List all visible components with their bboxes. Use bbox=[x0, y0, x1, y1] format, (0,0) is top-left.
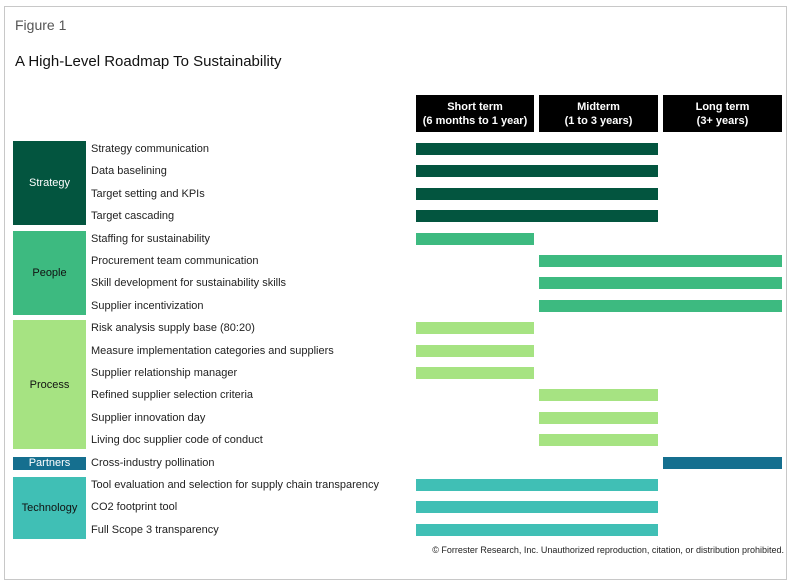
timeline-bar bbox=[539, 255, 782, 267]
category-technology: Technology bbox=[13, 477, 86, 539]
row-label: Refined supplier selection criteria bbox=[91, 389, 254, 402]
row-label: Cross-industry pollination bbox=[91, 456, 215, 469]
row-label: Procurement team communication bbox=[91, 255, 259, 267]
column-title: Midterm bbox=[577, 100, 620, 113]
row-label: Target setting and KPIs bbox=[91, 187, 205, 200]
timeline-bar bbox=[539, 299, 782, 312]
row-label: Full Scope 3 transparency bbox=[91, 523, 219, 536]
timeline-bar bbox=[416, 143, 658, 155]
column-header: Long term (3+ years) bbox=[663, 95, 782, 132]
row-label: Risk analysis supply base (80:20) bbox=[91, 322, 255, 335]
timeline-bar bbox=[416, 232, 534, 245]
row-label: Skill development for sustainability ski… bbox=[91, 277, 287, 290]
timeline-bar bbox=[416, 479, 658, 491]
row-label: Supplier relationship manager bbox=[91, 367, 238, 379]
timeline-bar bbox=[539, 434, 658, 447]
row-label: Supplier innovation day bbox=[91, 411, 206, 424]
row-label: Tool evaluation and selection for supply… bbox=[91, 479, 380, 491]
figure-title: A High-Level Roadmap To Sustainability bbox=[15, 53, 282, 70]
category-partners: Partners bbox=[13, 456, 86, 470]
timeline-bar bbox=[416, 367, 534, 379]
timeline-bar bbox=[416, 344, 534, 357]
row-label: Supplier incentivization bbox=[91, 299, 204, 312]
column-header: Short term (6 months to 1 year) bbox=[416, 95, 534, 132]
column-subtitle: (3+ years) bbox=[696, 114, 749, 127]
category-process: Process bbox=[13, 320, 86, 450]
row-label: Staffing for sustainability bbox=[91, 232, 211, 245]
figure-frame bbox=[4, 6, 787, 580]
column-header: Midterm (1 to 3 years) bbox=[539, 95, 658, 132]
timeline-bar bbox=[539, 411, 658, 424]
row-label: Measure implementation categories and su… bbox=[91, 344, 334, 357]
timeline-bar bbox=[663, 456, 782, 469]
category-people: People bbox=[13, 230, 86, 315]
row-label: Data baselining bbox=[91, 165, 167, 178]
timeline-bar bbox=[416, 523, 658, 536]
row-label: Target cascading bbox=[91, 210, 175, 223]
timeline-bar bbox=[416, 165, 658, 178]
category-strategy: Strategy bbox=[13, 141, 86, 226]
column-title: Short term bbox=[447, 100, 503, 113]
timeline-bar bbox=[416, 187, 658, 200]
copyright-notice: © Forrester Research, Inc. Unauthorized … bbox=[432, 545, 784, 555]
timeline-bar bbox=[416, 501, 658, 514]
column-subtitle: (1 to 3 years) bbox=[564, 114, 633, 127]
row-label: CO2 footprint tool bbox=[91, 501, 178, 514]
timeline-bar bbox=[416, 322, 534, 335]
timeline-bar bbox=[539, 389, 658, 402]
column-subtitle: (6 months to 1 year) bbox=[422, 114, 528, 127]
timeline-bar bbox=[416, 210, 658, 223]
row-label: Strategy communication bbox=[91, 143, 209, 155]
figure-label: Figure 1 bbox=[15, 17, 67, 33]
column-title: Long term bbox=[695, 100, 750, 113]
timeline-bar bbox=[539, 277, 782, 290]
row-label: Living doc supplier code of conduct bbox=[91, 434, 263, 447]
